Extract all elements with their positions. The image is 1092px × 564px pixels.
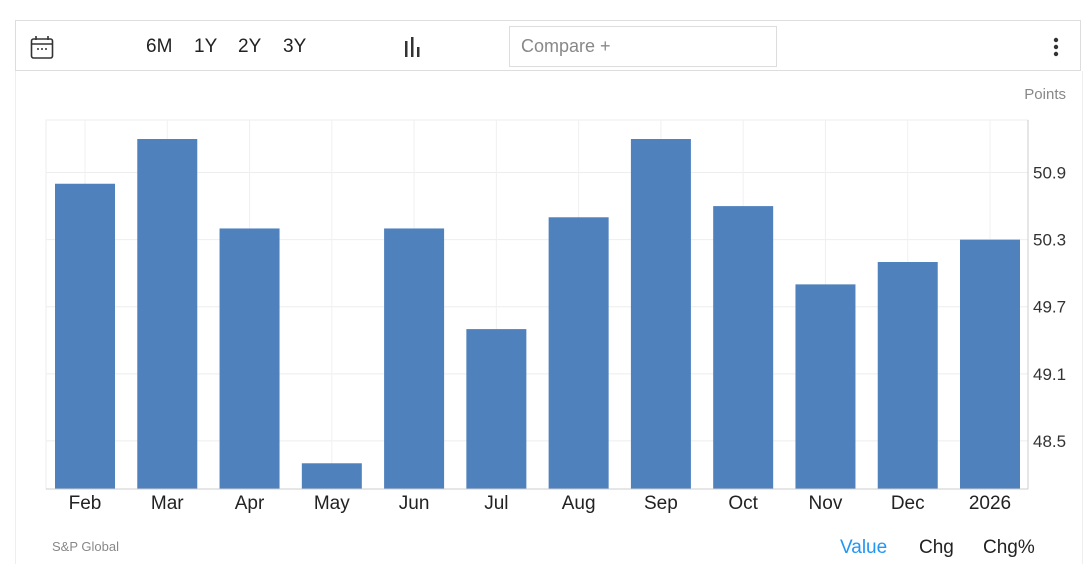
x-tick-label: Jul (484, 493, 508, 514)
bar-chart-icon[interactable] (404, 37, 422, 57)
bar-may (301, 463, 362, 489)
range-6m-button[interactable]: 6M (146, 36, 173, 57)
bar-aug (548, 217, 609, 490)
compare-input[interactable]: Compare + (509, 26, 777, 67)
range-1y-button[interactable]: 1Y (194, 36, 218, 57)
bar-mar (137, 139, 198, 489)
x-tick-label: Sep (644, 493, 678, 514)
bar-jun (384, 228, 445, 490)
bar-jul (466, 329, 527, 489)
y-tick-label: 50.9 (1033, 164, 1066, 183)
range-2y-button[interactable]: 2Y (238, 36, 262, 57)
x-tick-label: Apr (235, 493, 265, 514)
chart-panel (15, 71, 1083, 564)
y-tick-label: 49.7 (1033, 298, 1066, 317)
x-tick-label: Aug (562, 493, 596, 514)
x-tick-label: 2026 (969, 493, 1011, 514)
x-tick-label: Feb (69, 493, 102, 514)
unit-label: Points (1024, 86, 1066, 103)
y-tick-label: 48.5 (1033, 432, 1066, 451)
x-tick-label: Mar (151, 493, 184, 514)
x-tick-label: May (314, 493, 350, 514)
range-3y-button[interactable]: 3Y (283, 36, 307, 57)
bar-2026 (960, 239, 1020, 489)
more-options-icon[interactable] (1052, 37, 1060, 57)
y-tick-label: 49.1 (1033, 365, 1066, 384)
x-tick-label: Jun (399, 493, 430, 514)
x-tick-label: Oct (728, 493, 758, 514)
x-tick-label: Dec (891, 493, 925, 514)
mode-chg-pct-button[interactable]: Chg% (983, 537, 1035, 558)
bar-feb (55, 183, 115, 489)
mode-chg-button[interactable]: Chg (919, 537, 954, 558)
bar-apr (219, 228, 280, 490)
y-tick-label: 50.3 (1033, 231, 1066, 250)
bar-sep (630, 139, 691, 489)
toolbar: 6M 1Y 2Y 3Y Compare + (15, 20, 1081, 71)
source-label: S&P Global (52, 539, 119, 554)
mode-value-button[interactable]: Value (840, 537, 888, 558)
bar-oct (713, 206, 774, 489)
bar-nov (795, 284, 856, 489)
x-tick-label: Nov (809, 493, 843, 514)
calendar-icon[interactable] (30, 35, 54, 60)
bar-dec (877, 262, 938, 489)
